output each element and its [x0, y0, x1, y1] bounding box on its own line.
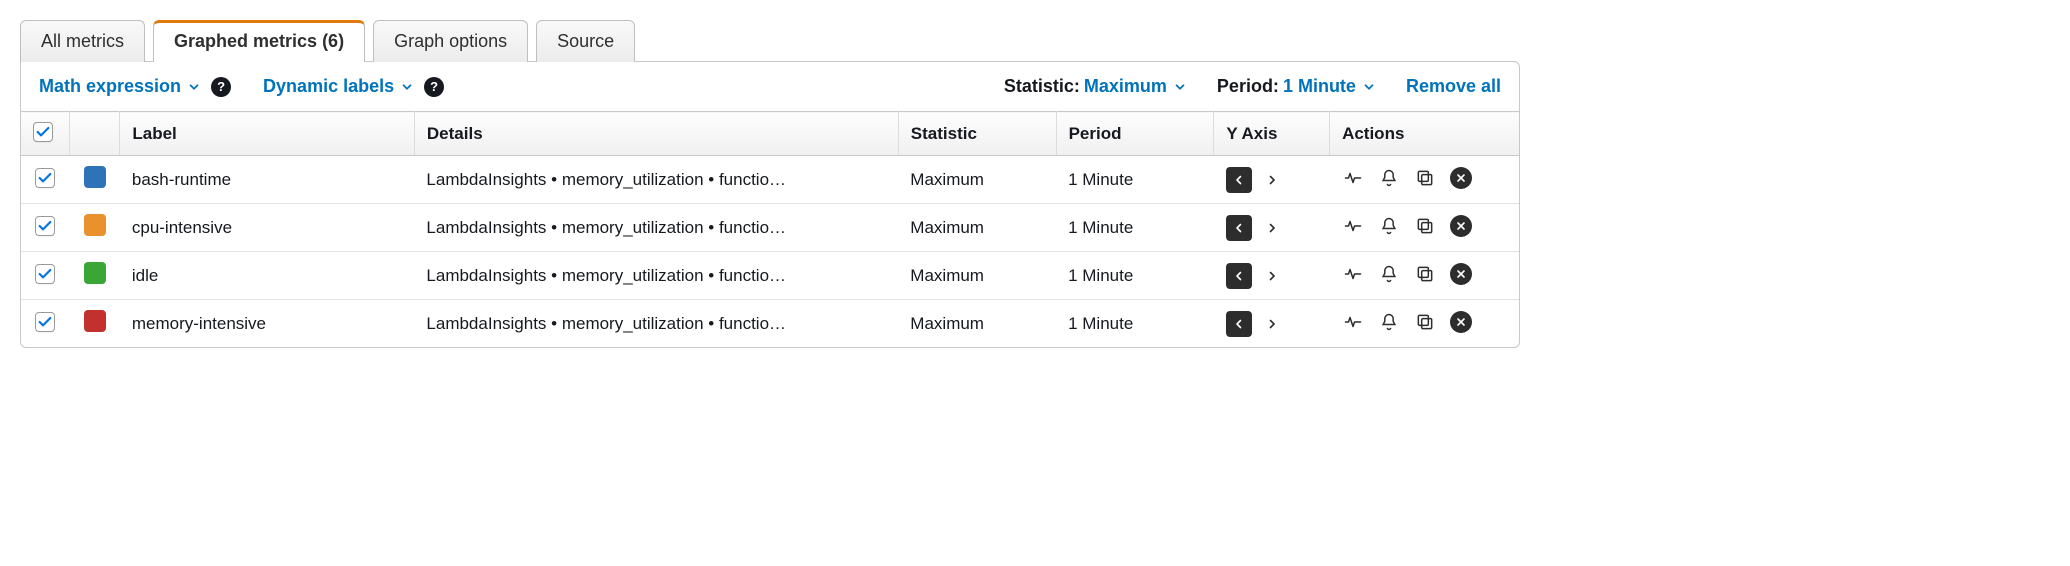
yaxis-right-button[interactable]: [1262, 263, 1282, 289]
header-details: Details: [414, 112, 898, 156]
header-select-all[interactable]: [21, 112, 69, 156]
remove-icon[interactable]: [1450, 311, 1472, 333]
chevron-down-icon: [187, 80, 201, 94]
color-swatch[interactable]: [84, 262, 106, 284]
chevron-down-icon: [1362, 80, 1376, 94]
yaxis-right-button[interactable]: [1262, 215, 1282, 241]
row-period: 1 Minute: [1068, 314, 1133, 333]
color-swatch[interactable]: [84, 214, 106, 236]
activity-icon[interactable]: [1342, 263, 1364, 285]
row-details: LambdaInsights • memory_utilization • fu…: [426, 314, 866, 334]
duplicate-icon[interactable]: [1414, 263, 1436, 285]
row-statistic: Maximum: [910, 218, 984, 237]
row-details: LambdaInsights • memory_utilization • fu…: [426, 266, 866, 286]
row-label: memory-intensive: [132, 314, 266, 333]
remove-icon[interactable]: [1450, 167, 1472, 189]
row-statistic: Maximum: [910, 314, 984, 333]
remove-icon[interactable]: [1450, 263, 1472, 285]
table-row: idle LambdaInsights • memory_utilization …: [21, 252, 1519, 300]
duplicate-icon[interactable]: [1414, 311, 1436, 333]
toolbar: Math expression ? Dynamic labels ? Stati…: [21, 62, 1519, 111]
color-swatch[interactable]: [84, 166, 106, 188]
activity-icon[interactable]: [1342, 167, 1364, 189]
yaxis-left-button[interactable]: [1226, 311, 1252, 337]
row-statistic: Maximum: [910, 170, 984, 189]
header-swatch: [69, 112, 119, 156]
chevron-down-icon: [400, 80, 414, 94]
math-expression-dropdown[interactable]: Math expression: [39, 76, 201, 97]
table-row: bash-runtime LambdaInsights • memory_util…: [21, 156, 1519, 204]
alarm-bell-icon[interactable]: [1378, 263, 1400, 285]
chevron-down-icon: [1173, 80, 1187, 94]
row-period: 1 Minute: [1068, 266, 1133, 285]
row-details: LambdaInsights • memory_utilization • fu…: [426, 218, 866, 238]
duplicate-icon[interactable]: [1414, 215, 1436, 237]
dynamic-labels-help-icon[interactable]: ?: [424, 77, 444, 97]
row-label: bash-runtime: [132, 170, 231, 189]
row-label: cpu-intensive: [132, 218, 232, 237]
row-checkbox[interactable]: [35, 312, 55, 332]
yaxis-left-button[interactable]: [1226, 167, 1252, 193]
yaxis-left-button[interactable]: [1226, 215, 1252, 241]
row-label: idle: [132, 266, 158, 285]
math-expression-label: Math expression: [39, 76, 181, 97]
remove-icon[interactable]: [1450, 215, 1472, 237]
activity-icon[interactable]: [1342, 311, 1364, 333]
row-statistic: Maximum: [910, 266, 984, 285]
yaxis-right-button[interactable]: [1262, 167, 1282, 193]
dynamic-labels-label: Dynamic labels: [263, 76, 394, 97]
header-label: Label: [120, 112, 415, 156]
header-yaxis: Y Axis: [1214, 112, 1330, 156]
row-checkbox[interactable]: [35, 264, 55, 284]
table-row: cpu-intensive LambdaInsights • memory_uti…: [21, 204, 1519, 252]
color-swatch[interactable]: [84, 310, 106, 332]
header-period: Period: [1056, 112, 1214, 156]
yaxis-left-button[interactable]: [1226, 263, 1252, 289]
row-checkbox[interactable]: [35, 168, 55, 188]
header-actions: Actions: [1330, 112, 1519, 156]
yaxis-right-button[interactable]: [1262, 311, 1282, 337]
alarm-bell-icon[interactable]: [1378, 167, 1400, 189]
header-statistic: Statistic: [898, 112, 1056, 156]
statistic-label: Statistic:: [1004, 76, 1080, 97]
row-checkbox[interactable]: [35, 216, 55, 236]
alarm-bell-icon[interactable]: [1378, 215, 1400, 237]
statistic-dropdown[interactable]: Maximum: [1084, 76, 1187, 97]
remove-all-link[interactable]: Remove all: [1406, 76, 1501, 97]
tabs-bar: All metricsGraphed metrics (6)Graph opti…: [20, 20, 1520, 62]
tab-options[interactable]: Graph options: [373, 20, 528, 62]
tab-panel: Math expression ? Dynamic labels ? Stati…: [20, 61, 1520, 348]
table-row: memory-intensive LambdaInsights • memory_…: [21, 300, 1519, 348]
activity-icon[interactable]: [1342, 215, 1364, 237]
tab-all[interactable]: All metrics: [20, 20, 145, 62]
tab-graphed[interactable]: Graphed metrics (6): [153, 20, 365, 62]
tab-source[interactable]: Source: [536, 20, 635, 62]
row-period: 1 Minute: [1068, 218, 1133, 237]
math-expression-help-icon[interactable]: ?: [211, 77, 231, 97]
period-value: 1 Minute: [1283, 76, 1356, 97]
row-period: 1 Minute: [1068, 170, 1133, 189]
alarm-bell-icon[interactable]: [1378, 311, 1400, 333]
duplicate-icon[interactable]: [1414, 167, 1436, 189]
period-label: Period:: [1217, 76, 1279, 97]
graphed-metrics-panel: All metricsGraphed metrics (6)Graph opti…: [0, 0, 1540, 368]
row-details: LambdaInsights • memory_utilization • fu…: [426, 170, 866, 190]
period-dropdown[interactable]: 1 Minute: [1283, 76, 1376, 97]
metrics-table: Label Details Statistic Period Y Axis Ac…: [21, 111, 1519, 347]
statistic-value: Maximum: [1084, 76, 1167, 97]
dynamic-labels-dropdown[interactable]: Dynamic labels: [263, 76, 414, 97]
select-all-checkbox[interactable]: [33, 122, 53, 142]
